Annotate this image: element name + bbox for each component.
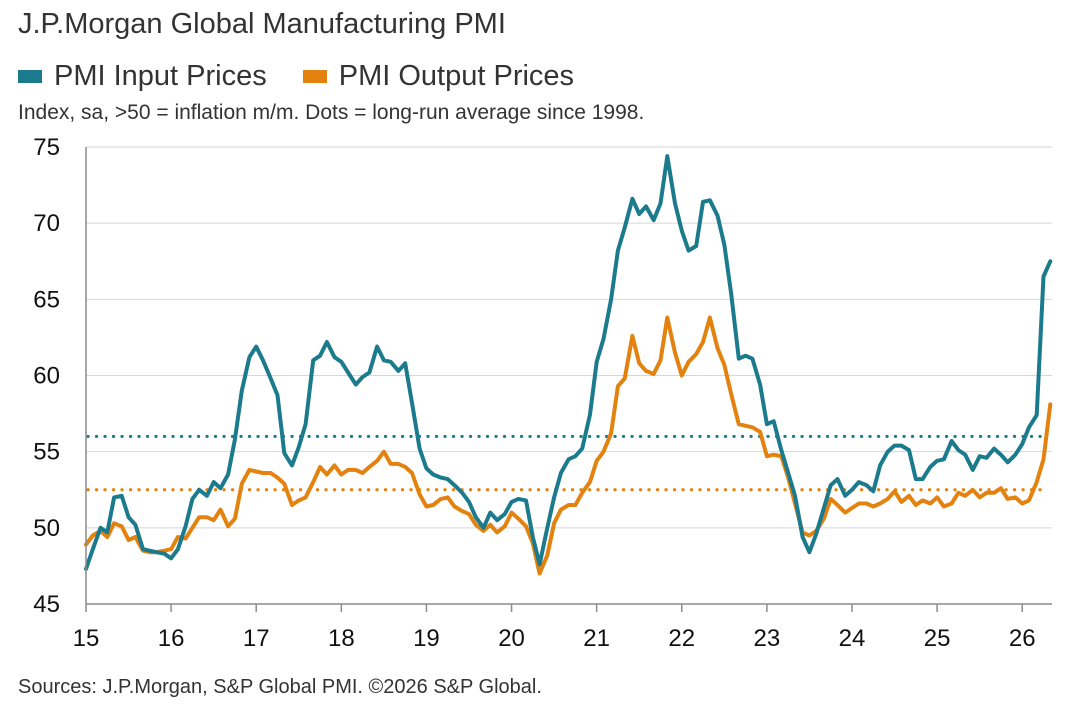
x-tick-label: 21 — [583, 625, 610, 652]
source-note: Sources: J.P.Morgan, S&P Global PMI. ©20… — [18, 676, 542, 698]
legend-item-input-prices: PMI Input Prices — [18, 60, 267, 93]
x-tick-label: 18 — [328, 625, 355, 652]
x-tick-label: 19 — [413, 625, 440, 652]
x-tick-label: 25 — [924, 625, 951, 652]
y-tick-label: 50 — [33, 515, 60, 542]
legend-label-input-prices: PMI Input Prices — [54, 59, 267, 92]
x-tick-label: 15 — [73, 625, 100, 652]
y-axis-tick-labels: 45 50 55 60 65 70 75 — [33, 134, 60, 618]
axes — [85, 147, 1052, 612]
series-lines — [84, 154, 1053, 576]
x-tick-label: 23 — [754, 625, 781, 652]
gridlines — [86, 146, 1052, 529]
series-line-output-prices — [84, 315, 1053, 576]
y-tick-label: 65 — [33, 286, 60, 313]
y-tick-label: 75 — [33, 134, 60, 161]
chart-title: J.P.Morgan Global Manufacturing PMI — [18, 8, 506, 40]
legend-item-output-prices: PMI Output Prices — [302, 59, 575, 93]
legend-swatch-input-prices — [18, 69, 42, 83]
y-tick-label: 60 — [33, 363, 60, 390]
x-tick-label: 22 — [668, 625, 695, 652]
y-tick-label: 70 — [33, 210, 60, 237]
legend-swatch-output-prices — [302, 69, 327, 83]
x-tick-label: 17 — [243, 625, 270, 652]
x-axis-tick-labels: 15 16 17 18 19 20 21 22 23 24 25 26 — [73, 625, 1036, 652]
x-tick-label: 20 — [498, 625, 525, 652]
y-tick-label: 55 — [33, 439, 60, 466]
y-tick-label: 45 — [33, 591, 60, 618]
chart-subtitle: Index, sa, >50 = inflation m/m. Dots = l… — [18, 101, 645, 124]
series-line-input-prices — [84, 154, 1053, 571]
x-tick-label: 16 — [158, 625, 185, 652]
x-tick-label: 24 — [839, 625, 866, 652]
x-tick-label: 26 — [1009, 625, 1036, 652]
legend: PMI Input Prices PMI Output Prices — [18, 58, 610, 94]
legend-label-output-prices: PMI Output Prices — [338, 59, 575, 92]
